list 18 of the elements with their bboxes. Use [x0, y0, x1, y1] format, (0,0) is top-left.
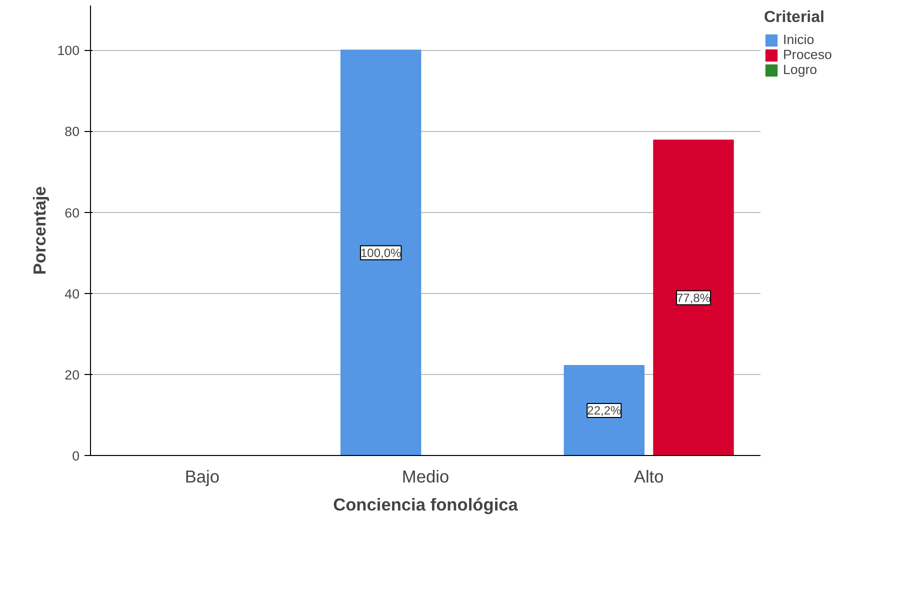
y-tick-label: 0	[72, 448, 80, 464]
bar	[340, 50, 422, 456]
legend-title: Criterial	[764, 9, 826, 27]
y-tick-label: 40	[64, 286, 80, 302]
x-tick-label: Medio	[402, 466, 450, 486]
legend-label: Inicio	[783, 32, 814, 47]
bar	[564, 365, 645, 456]
bar	[653, 140, 734, 456]
x-axis-title: Conciencia fonológica	[333, 494, 518, 514]
y-tick-label: 60	[64, 205, 80, 220]
x-tick-label: Alto	[634, 466, 664, 486]
x-tick-label: Bajo	[184, 466, 220, 486]
y-tick-label: 100	[57, 43, 80, 58]
y-tick-label: 80	[64, 124, 80, 140]
legend-label: Proceso	[783, 47, 832, 62]
y-tick-label: 20	[64, 367, 80, 382]
y-axis-title: Porcentaje	[29, 186, 50, 275]
legend-label: Logro	[783, 62, 818, 77]
